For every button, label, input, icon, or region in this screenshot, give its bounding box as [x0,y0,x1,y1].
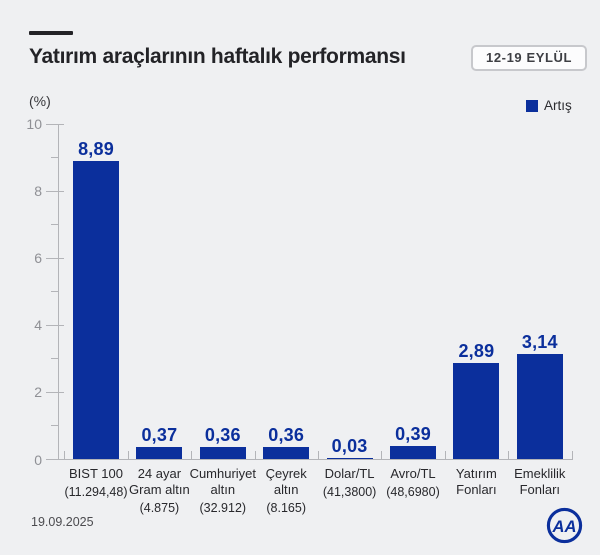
anadolu-agency-logo: AA [546,507,583,544]
y-tick-label: 4 [34,317,42,334]
x-boundary-tick [444,450,446,460]
category-label: Çeyrek altın (8.165) [265,465,307,515]
y-major-tick [46,391,64,393]
y-minor-tick [51,224,58,226]
bar-value-label: 0,37 [141,425,178,446]
x-boundary-tick [508,450,510,460]
bar-yatırım-fonları [453,362,500,460]
category-label: BIST 100 (11.294,48) [64,465,128,499]
x-boundary-tick [127,450,129,460]
y-minor-tick [51,291,58,293]
y-major-tick [46,257,64,259]
bar-cumhuriyet-altın [199,447,246,460]
y-major-tick [46,459,64,460]
page-title: Yatırım araçlarının haftalık performansı [29,45,406,68]
bar-value-label: 0,36 [268,425,305,446]
date-range-badge: 12-19 EYLÜL [471,45,588,71]
legend-color-swatch [526,99,538,112]
x-boundary-tick [191,450,193,460]
title-accent-dash [29,31,73,35]
bar-value-label: 8,89 [78,139,114,160]
y-minor-tick [51,425,58,427]
category-label: Dolar/TL (41,3800) [322,465,377,499]
bar-value-label: 3,14 [521,332,558,353]
y-minor-tick [51,157,58,159]
bar-value-label: 0,39 [395,424,431,445]
y-tick-label: 6 [34,250,42,267]
x-axis-line [58,459,572,461]
bar-emeklilik-fonları [516,354,563,460]
y-tick-label: 2 [34,384,42,401]
bar-bist 100 [73,161,119,460]
bar-avro/tl [390,446,436,460]
bar-dolar/tl [326,457,373,460]
x-boundary-tick [571,450,573,460]
y-axis-unit-label: (%) [29,93,51,109]
y-major-tick [46,123,64,125]
bar-value-label: 0,03 [331,435,368,456]
x-boundary-tick [381,450,383,460]
category-label: 24 ayar Gram altın (4.875) [129,465,190,515]
agency-logo-text: AA [552,517,577,536]
y-minor-tick [51,358,58,360]
y-tick-label: 0 [34,451,42,468]
y-major-tick [46,190,64,192]
x-boundary-tick [254,450,256,460]
y-tick-label: 8 [34,183,42,200]
y-major-tick [46,324,64,326]
bar-value-label: 2,89 [458,340,495,361]
publication-date: 19.09.2025 [31,515,94,529]
category-label: Emeklilik Fonları [514,465,566,497]
category-label: Cumhuriyet altın (32.912) [189,465,257,515]
y-tick-label: 10 [26,116,42,132]
bar-24 ayar-gram altın [136,447,183,460]
bar-value-label: 0,36 [204,425,241,446]
y-axis-line [57,124,59,460]
x-boundary-tick [317,450,319,460]
x-boundary-tick [64,450,66,460]
bar-çeyrek-altın [263,447,310,460]
legend: Artış [526,98,572,113]
category-label: Avro/TL (48,6980) [386,465,440,499]
category-label: Yatırım Fonları [455,465,497,497]
legend-label: Artış [544,98,572,113]
